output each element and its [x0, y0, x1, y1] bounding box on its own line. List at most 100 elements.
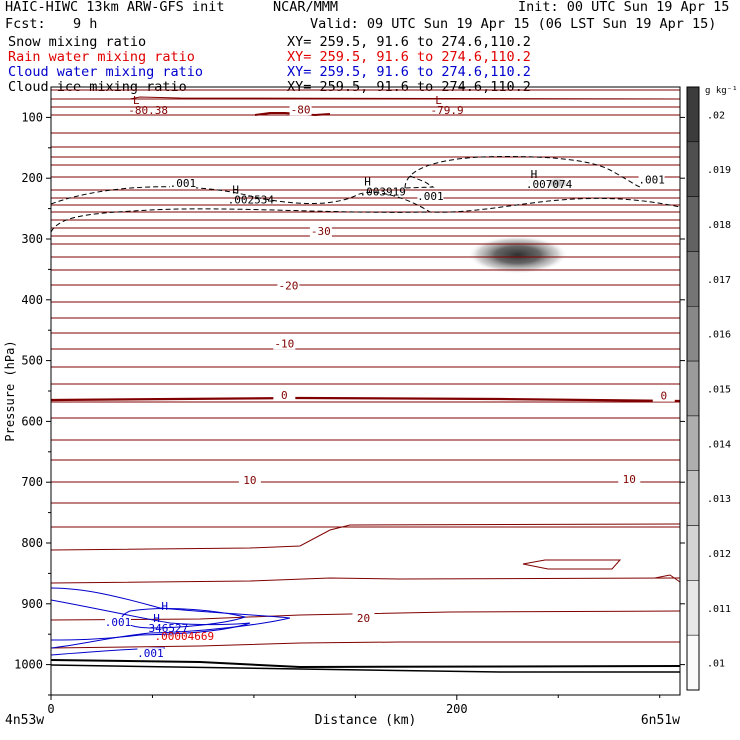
- cloud-ice-notch-contour: [404, 175, 435, 189]
- isotherm-label-8: 20: [357, 612, 370, 625]
- isotherm-label-0: -80: [291, 103, 311, 116]
- colorbar-label-2: .018: [707, 220, 731, 231]
- y-axis-title: Pressure (hPa): [3, 340, 17, 441]
- extremum-value-1: -79.9: [431, 104, 464, 117]
- y-tick-label-8: 900: [21, 597, 43, 611]
- colorbar-label-5: .015: [707, 385, 731, 396]
- x-end-label-left: 4n53w: [5, 713, 44, 728]
- extremum-letter-2: H: [232, 183, 239, 196]
- extremum-value-4: .007074: [526, 178, 573, 191]
- x-tick-label-0: 0: [47, 702, 54, 716]
- isotherm-label-5: 0: [660, 390, 667, 403]
- cloud-water-label-bg-1: [137, 648, 164, 660]
- cloud-ice-label-2: .001: [638, 173, 665, 186]
- isotherm-label-3: -10: [274, 337, 294, 350]
- extremum-letter-3: H: [364, 175, 371, 188]
- extremum-value-7: .00004669: [154, 630, 214, 643]
- y-tick-label-6: 700: [21, 475, 43, 489]
- colorbar-segment-3: [686, 251, 700, 307]
- y-tick-label-5: 600: [21, 414, 43, 428]
- y-tick-label-4: 500: [21, 354, 43, 368]
- cloud-ice-lower-contour: [50, 208, 431, 233]
- isotherm-label-bg-0: [289, 103, 312, 116]
- colorbar-label-7: .013: [707, 494, 731, 505]
- legend-rain-xy: XY= 259.5, 91.6 to 274.6,110.2: [287, 49, 531, 65]
- colorbar-segment-4: [686, 306, 700, 362]
- legend-cloudice-xy: XY= 259.5, 91.6 to 274.6,110.2: [287, 79, 531, 95]
- colorbar-label-8: .012: [707, 549, 731, 560]
- forecast-label: Fcst:: [5, 16, 46, 32]
- cloud-ice-label-1: .001: [417, 190, 444, 203]
- init-time: Init: 00 UTC Sun 19 Apr 15: [518, 0, 730, 15]
- cloud-ice-label-bg-1: [417, 190, 444, 202]
- org-label: NCAR/MMM: [273, 0, 339, 15]
- colorbar-label-0: .02: [707, 110, 725, 121]
- surface-line: [50, 659, 681, 669]
- isotherm-edge-contour: [654, 574, 681, 583]
- model-title: HAIC-HIWC 13km ARW-GFS init: [5, 0, 225, 15]
- colorbar-segment-5: [686, 360, 700, 417]
- colorbar: .02 .019 .018 .017 .016 .015 .014 .013 .012 .011.…: [686, 86, 738, 691]
- snow-max-shading: [467, 235, 568, 274]
- colorbar-label-6: .014: [707, 439, 731, 450]
- cloud-water-mid-contour: [50, 599, 251, 641]
- isotherm-80-segment: [254, 112, 331, 117]
- extremum-value-6: 346527: [149, 622, 189, 635]
- isotherm-label-bg-6: [238, 474, 261, 487]
- cloud-water-label-bg-0: [104, 617, 131, 629]
- y-tick-label-9: 1000: [14, 658, 43, 672]
- cloud-ice-contours: [50, 156, 681, 233]
- valid-time: Valid: 09 UTC Sun 19 Apr 15 (06 LST Sun …: [310, 16, 717, 32]
- y-tick-label-0: 100: [21, 110, 43, 124]
- colorbar-label-9: .011: [707, 604, 731, 615]
- colorbar-segment-0: [686, 86, 700, 143]
- colorbar-label-10: .01: [707, 659, 725, 670]
- colorbar-segment-9: [686, 580, 700, 636]
- x-axis-title: Distance (km): [315, 713, 417, 728]
- extremum-value-3: .003919: [360, 185, 406, 198]
- surface-line-2: [50, 664, 680, 673]
- isotherm-label-4: 0: [281, 389, 288, 402]
- colorbar-unit: g kg⁻¹: [705, 86, 738, 96]
- isotherm-label-2: -20: [278, 280, 298, 293]
- extremum-letter-4: H: [531, 168, 538, 181]
- extremum-letter-1: L: [435, 94, 442, 107]
- y-tick-label-3: 400: [21, 293, 43, 307]
- isotherm-label-7: 10: [623, 473, 636, 486]
- extremum-letter-6: H: [153, 612, 160, 625]
- legend-cloudwater-xy: XY= 259.5, 91.6 to 274.6,110.2: [287, 64, 531, 80]
- y-tick-label-2: 300: [21, 232, 43, 246]
- isotherm-warm-4: [50, 641, 680, 649]
- isotherm-line-lowmin: [51, 96, 681, 100]
- colorbar-segment-2: [686, 196, 700, 252]
- cloud-ice-label-bg-2: [638, 174, 665, 186]
- snow-weak-shading: [545, 177, 570, 190]
- isotherm-label-bg-3: [273, 337, 296, 350]
- colorbar-label-4: .016: [707, 330, 731, 341]
- colorbar-segment-10: [686, 634, 700, 691]
- contour-labels: -80-30-20-100 010 1020L-80.38L-79.9H.00253…: [105, 94, 675, 660]
- isotherm-label-bg-8: [352, 612, 375, 625]
- colorbar-frame: [686, 86, 700, 691]
- cloud-water-label-1: .001: [137, 647, 164, 660]
- isotherm-closed-contour: [522, 559, 622, 570]
- colorbar-segment-7: [686, 470, 700, 526]
- forecast-hour: 9 h: [73, 16, 98, 32]
- cloud-ice-label-bg-0: [169, 178, 196, 190]
- y-tick-label-7: 800: [21, 536, 43, 550]
- x-tick-label-1: 200: [446, 702, 468, 716]
- isotherm-warm-2: [50, 577, 681, 584]
- isotherm-label-bg-7: [618, 472, 641, 485]
- y-tick-label-1: 200: [21, 171, 43, 185]
- isotherm-label-bg-4: [273, 389, 296, 402]
- cloud-ice-label-0: .001: [170, 177, 197, 190]
- isotherm-label-bg-2: [277, 279, 300, 292]
- legend-snow-label: Snow mixing ratio: [8, 34, 147, 50]
- extremum-value-2: .002534: [228, 193, 275, 206]
- legend-rain-label: Rain water mixing ratio: [8, 49, 195, 65]
- colorbar-segment-8: [686, 525, 700, 581]
- isotherm-zero-line: [50, 396, 681, 403]
- colorbar-label-1: .019: [707, 165, 731, 176]
